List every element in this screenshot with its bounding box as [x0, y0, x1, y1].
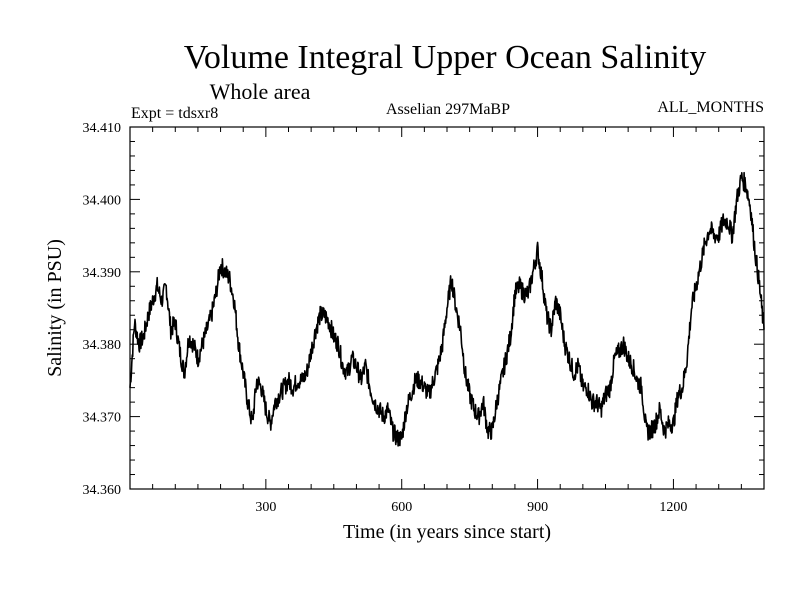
- x-tick-label: 600: [391, 500, 412, 515]
- y-tick-label: 34.370: [83, 411, 122, 426]
- experiment-label: Expt = tdsxr8: [131, 105, 218, 122]
- chart-title: Volume Integral Upper Ocean Salinity: [184, 39, 706, 76]
- y-axis-label: Salinity (in PSU): [44, 239, 66, 377]
- axis-ticks: [130, 127, 764, 489]
- salinity-series-line: [129, 171, 765, 447]
- x-tick-label: 900: [527, 500, 548, 515]
- y-tick-labels: 34.360 34.370 34.380 34.390 34.400 34.410: [83, 121, 122, 498]
- x-axis-label: Time (in years since start): [343, 521, 551, 543]
- y-tick-label: 34.400: [83, 193, 122, 208]
- x-tick-label: 300: [255, 500, 276, 515]
- period-label: Asselian 297MaBP: [386, 101, 510, 118]
- x-tick-label: 1200: [659, 500, 687, 515]
- y-tick-label: 34.410: [83, 121, 122, 136]
- x-tick-labels: 300 600 900 1200: [255, 500, 687, 515]
- y-tick-label: 34.380: [83, 338, 122, 353]
- months-label: ALL_MONTHS: [657, 99, 764, 116]
- y-tick-label: 34.390: [83, 266, 122, 281]
- chart-subtitle: Whole area: [210, 79, 311, 104]
- y-tick-label: 34.360: [83, 483, 122, 498]
